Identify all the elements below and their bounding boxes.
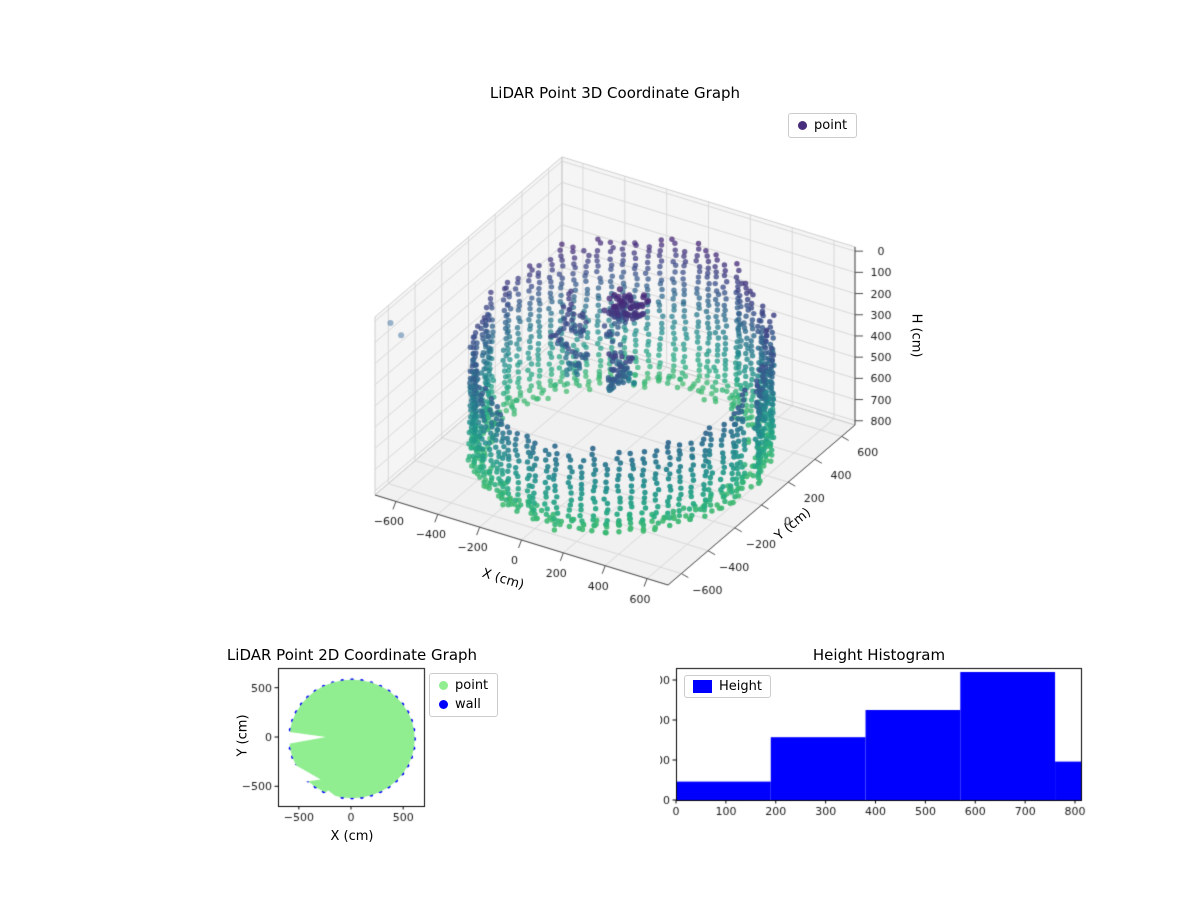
legend-item-wall-2d: wall [439,697,488,712]
plot-2d-title: LiDAR Point 2D Coordinate Graph [226,646,478,664]
legend-label: wall [455,697,481,712]
plot-3d-canvas [300,140,960,640]
legend-item-point-2d: point [439,678,488,693]
wall-marker-icon [439,700,448,709]
legend-label: point [814,118,848,133]
histogram-title: Height Histogram [812,646,946,664]
plot-3d-legend: point [788,113,858,138]
plot-2d-canvas [238,658,448,828]
plot-2d-yaxis-label: Y (cm) [235,714,251,757]
point-marker-icon [439,681,448,690]
plot-2d-legend: point wall [429,673,499,717]
legend-item-point-3d: point [798,118,847,133]
legend-label: Height [719,679,762,694]
plot-3d-zaxis-label: H (cm) [908,313,924,358]
legend-item-height: Height [693,679,762,694]
legend-label: point [455,678,489,693]
height-swatch-icon [693,680,712,693]
plot-3d-title: LiDAR Point 3D Coordinate Graph [489,84,741,102]
point-marker-icon [798,121,807,130]
histogram-legend: Height [684,675,771,698]
plot-2d-xaxis-label: X (cm) [330,829,374,844]
